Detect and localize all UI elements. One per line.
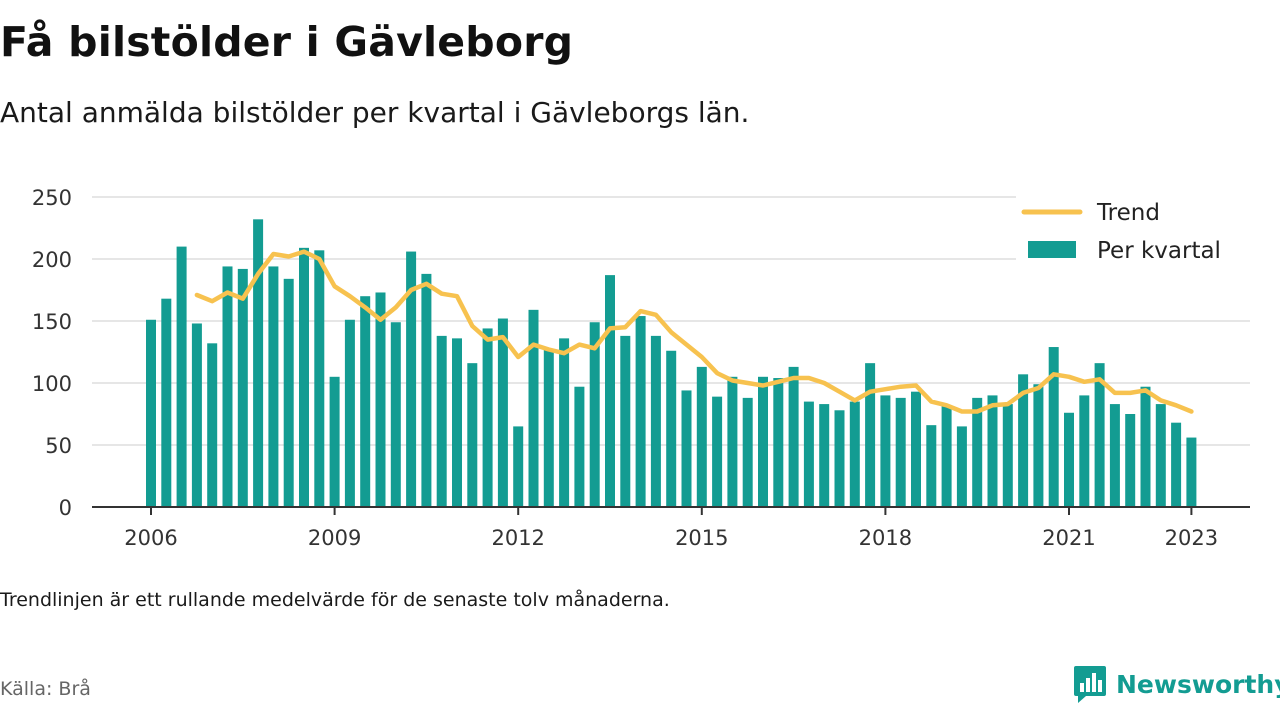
bar [543,349,554,507]
bar [1140,386,1151,507]
x-tick-label: 2012 [491,526,544,550]
bar [650,335,661,507]
bar [987,395,998,507]
bar [1048,347,1059,507]
bar [696,366,707,507]
bar [605,275,615,507]
bar [1171,422,1182,507]
y-tick-label: 250 [32,186,72,210]
bar [803,401,814,507]
bar [589,322,600,507]
chart-subtitle: Antal anmälda bilstölder per kvartal i G… [0,96,750,129]
bar [406,251,417,507]
bar [513,426,524,507]
bar [314,250,325,507]
bar [299,247,309,507]
bar [727,376,738,507]
x-tick-label: 2018 [859,526,912,550]
bar [452,338,462,507]
bar [1018,374,1029,507]
bar [146,319,156,507]
bar [620,335,631,507]
bar [880,395,891,507]
bar [773,378,784,507]
bar [375,292,386,507]
bar [161,298,172,507]
legend-bar-swatch [1028,241,1076,258]
bar [482,328,493,507]
bar [712,396,723,507]
y-tick-label: 150 [32,310,72,334]
bar [788,366,799,507]
bar [956,426,967,507]
bar [834,410,845,507]
bar [253,219,264,507]
bar [865,363,876,507]
bar [329,376,340,507]
bar [176,246,187,507]
bar [758,376,768,507]
bar [742,397,753,507]
brand-name: Newsworthy [1116,669,1280,699]
x-tick-label: 2009 [308,526,361,550]
chart-title: Få bilstölder i Gävleborg [0,18,574,66]
bar [344,319,355,507]
x-tick-label: 2023 [1165,526,1218,550]
bars [146,219,1197,507]
brand-logo: Newsworthy [1072,664,1280,704]
bar [191,323,202,507]
x-tick-label: 2006 [124,526,177,550]
bar [635,316,646,507]
bar [421,273,432,507]
bar [1094,363,1105,507]
bar [436,335,447,507]
bar [559,338,570,507]
bar [1064,412,1074,507]
chart: 0 50 100 150 200 250 2006 2009 2012 2015 2018 2021… [32,186,1252,550]
bar [283,278,294,507]
bar [895,397,906,507]
bar [1186,437,1197,507]
bar [237,268,248,507]
bar [941,405,952,507]
trend-footnote: Trendlinjen är ett rullande medelvärde f… [0,589,670,611]
x-tick-labels: 2006 2009 2012 2015 2018 2021 2023 [124,507,1218,550]
bar [222,266,233,507]
legend-trend-label: Trend [1096,200,1160,226]
bar [1125,414,1136,507]
bar [911,391,921,507]
bar [574,386,585,507]
x-tick-label: 2015 [675,526,728,550]
trend-line [194,249,1194,414]
bar [926,425,937,507]
bar [849,401,860,507]
legend: Trend Per kvartal [1016,192,1252,270]
bar [360,296,371,507]
bar [390,322,401,507]
x-tick-label: 2021 [1042,526,1095,550]
source-label: Källa: Brå [0,678,91,700]
y-tick-label: 50 [45,434,72,458]
bar [1002,404,1013,507]
bar [268,266,279,507]
bar [1109,404,1120,507]
y-tick-labels: 0 50 100 150 200 250 [32,186,72,520]
bar [207,343,218,507]
bar [666,350,677,507]
bar [528,309,539,507]
bar [497,318,508,507]
bar [819,404,830,507]
bar [1033,384,1044,507]
y-tick-label: 0 [59,496,72,520]
newsworthy-logo-icon [1074,666,1106,703]
y-tick-label: 100 [32,372,72,396]
bar [972,397,983,507]
bar [681,390,692,507]
bar [467,363,478,507]
bar [1155,404,1166,507]
y-tick-label: 200 [32,248,72,272]
bar [1079,395,1090,507]
legend-bar-label: Per kvartal [1097,238,1221,264]
